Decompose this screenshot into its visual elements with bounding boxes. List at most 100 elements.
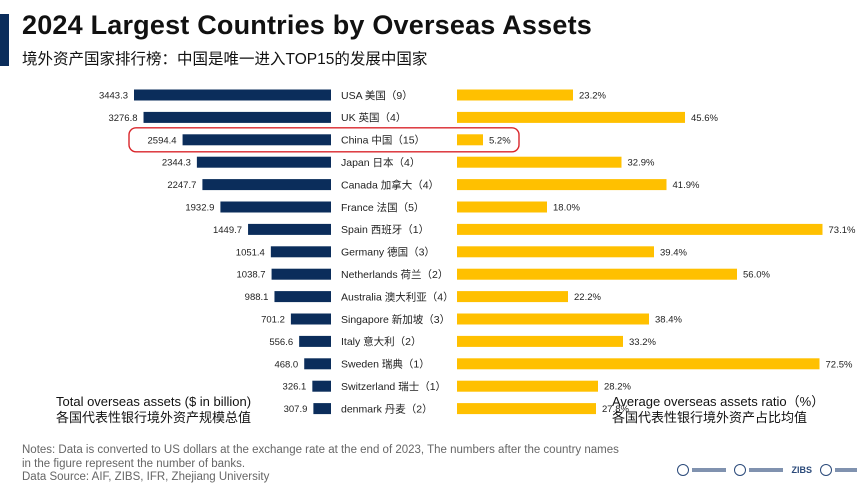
data-source-line: Data Source: AIF, ZIBS, IFR, Zhejiang Un…: [22, 471, 270, 483]
zibs-logo-text: ZIBS: [791, 465, 812, 475]
ratio-value-label: 45.6%: [691, 113, 718, 124]
country-label: France 法国（5）: [341, 201, 424, 214]
assets-bar: [182, 134, 331, 146]
notes-block: Notes: Data is converted to US dollars a…: [22, 444, 619, 485]
ratio-value-label: 33.2%: [629, 337, 656, 348]
ratio-bar: [457, 268, 737, 280]
ratio-bar: [457, 134, 483, 146]
assets-value-label: 1051.4: [236, 247, 265, 258]
right-series-caption: Average overseas assets ratio（%） 各国代表性银行…: [612, 394, 824, 426]
country-label: Switzerland 瑞士（1）: [341, 380, 446, 393]
ratio-bar: [457, 335, 623, 347]
country-label: denmark 丹麦（2）: [341, 403, 433, 415]
ratio-value-label: 38.4%: [655, 315, 682, 326]
assets-bar: [220, 201, 331, 213]
assets-bar: [299, 335, 331, 347]
country-label: Spain 西班牙（1）: [341, 224, 429, 236]
ratio-value-label: 28.2%: [604, 382, 631, 393]
assets-bar: [271, 268, 331, 280]
ratio-value-label: 23.2%: [579, 91, 606, 102]
page-subtitle: 境外资产国家排行榜：中国是唯一进入TOP15的发展中国家: [22, 51, 428, 68]
institute-logo: [734, 464, 784, 476]
assets-bar: [143, 111, 331, 123]
ratio-bar: [457, 358, 820, 370]
ratio-bar: [457, 246, 654, 258]
ratio-bar: [457, 380, 598, 392]
ratio-value-label: 5.2%: [489, 135, 511, 146]
assets-bar: [270, 246, 331, 258]
country-label: Sweden 瑞典（1）: [341, 358, 430, 371]
ratio-value-label: 27.8%: [602, 404, 629, 415]
zibs-logo: ZIBS: [791, 465, 812, 475]
ratio-value-label: 72.5%: [826, 359, 853, 370]
ratio-bar: [457, 223, 823, 235]
assets-value-label: 2344.3: [162, 158, 191, 169]
assets-value-label: 3276.8: [108, 113, 137, 124]
country-label: Japan 日本（4）: [341, 156, 420, 169]
ratio-value-label: 18.0%: [553, 203, 580, 214]
assets-value-label: 468.0: [274, 359, 298, 370]
assets-bar: [304, 358, 331, 370]
assets-value-label: 556.6: [269, 337, 293, 348]
right-caption-zh: 各国代表性银行境外资产占比均值: [612, 410, 808, 425]
ratio-bar: [457, 156, 622, 168]
assets-bar: [202, 179, 331, 191]
notes-line-2: in the figure represent the number of ba…: [22, 457, 246, 470]
page-title: 2024 Largest Countries by Overseas Asset…: [22, 10, 592, 40]
country-label: UK 英国（4）: [341, 111, 406, 124]
country-label: Germany 德国（3）: [341, 246, 435, 259]
assets-bar: [248, 223, 331, 235]
country-label: USA 美国（9）: [341, 89, 413, 102]
assets-bar: [290, 313, 331, 325]
assets-value-label: 326.1: [283, 382, 307, 393]
assets-bar: [312, 380, 331, 392]
assets-value-label: 3443.3: [99, 91, 128, 102]
assets-value-label: 701.2: [261, 315, 285, 326]
country-label: Italy 意大利（2）: [341, 335, 422, 348]
ratio-value-label: 56.0%: [743, 270, 770, 281]
country-label: Singapore 新加坡（3）: [341, 313, 450, 326]
left-caption-zh: 各国代表性银行境外资产规模总值: [56, 410, 252, 425]
highlight-outline: [128, 127, 520, 153]
right-caption-en: Average overseas assets ratio（%）: [612, 394, 825, 409]
research-center-wordmark: [835, 468, 857, 472]
notes-line-1: Notes: Data is converted to US dollars a…: [22, 444, 619, 456]
assets-bar: [313, 403, 331, 415]
ratio-bar: [457, 313, 649, 325]
assets-value-label: 988.1: [245, 292, 269, 303]
left-caption-en: Total overseas assets ($ in billion): [56, 394, 252, 409]
assets-bar: [274, 291, 331, 303]
institute-logo-wordmark: [749, 468, 784, 472]
country-label: Canada 加拿大（4）: [341, 178, 439, 191]
research-center-mark-icon: [820, 464, 832, 476]
ratio-bar: [457, 179, 667, 191]
ratio-bar: [457, 291, 568, 303]
ratio-bar: [457, 89, 573, 101]
assets-value-label: 2247.7: [167, 180, 196, 191]
country-label: Netherlands 荷兰（2）: [341, 268, 448, 281]
university-logo: [677, 464, 727, 476]
assets-value-label: 307.9: [284, 404, 308, 415]
assets-value-label: 1038.7: [237, 270, 266, 281]
left-series-caption: Total overseas assets ($ in billion) 各国代…: [56, 394, 251, 426]
ratio-bar: [457, 111, 685, 123]
country-label: Australia 澳大利亚（4）: [341, 290, 454, 303]
ratio-value-label: 22.2%: [574, 292, 601, 303]
assets-value-label: 1449.7: [213, 225, 242, 236]
assets-bar: [196, 156, 331, 168]
logo-strip: ZIBS: [677, 464, 857, 476]
ratio-value-label: 39.4%: [660, 247, 687, 258]
assets-value-label: 2594.4: [148, 135, 177, 146]
country-label: China 中国（15）: [341, 134, 425, 147]
institute-seal-icon: [734, 464, 747, 476]
research-center-logo: [820, 464, 857, 476]
ratio-bar: [457, 403, 596, 415]
title-accent-bar: [0, 14, 9, 66]
ratio-value-label: 41.9%: [673, 180, 700, 191]
ratio-value-label: 32.9%: [628, 158, 655, 169]
ratio-value-label: 73.1%: [829, 225, 856, 236]
university-logo-wordmark: [692, 468, 727, 472]
university-seal-icon: [677, 464, 690, 476]
assets-value-label: 1932.9: [185, 203, 214, 214]
